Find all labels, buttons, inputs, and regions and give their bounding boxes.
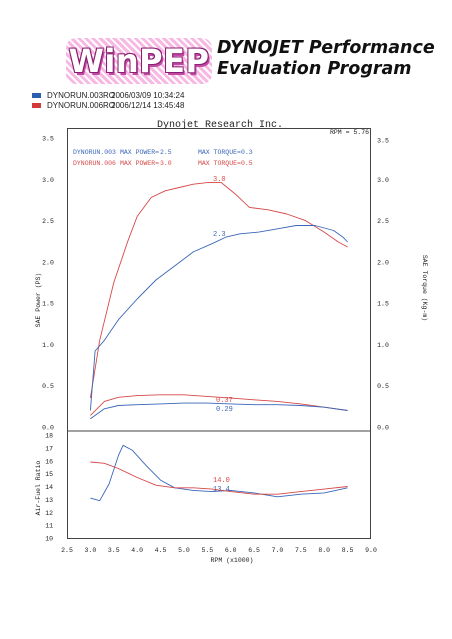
torque-tick-label: 1.0 <box>377 342 389 349</box>
peak-label-blue-torque: 0.29 <box>216 406 233 414</box>
rpm-marker: RPM = 5.76 <box>330 129 369 136</box>
rpm-axis-label: RPM (x1000) <box>211 557 254 564</box>
rpm-tick-label: 2.5 <box>61 547 73 554</box>
rpm-tick-label: 6.5 <box>248 547 260 554</box>
power-tick-label: 1.0 <box>42 342 54 349</box>
rpm-tick-label: 7.5 <box>295 547 307 554</box>
chart-title: Dynojet Research Inc. <box>157 119 283 131</box>
legend-max-power-1: 2.5 <box>160 149 172 156</box>
legend-max-power-label-1: MAX POWER= <box>120 149 159 156</box>
power-axis-label: SAE Power (PS) <box>35 273 42 328</box>
afr-tick-label: 15 <box>45 471 53 478</box>
afr-tick-label: 12 <box>45 510 53 517</box>
series-line-torque <box>90 394 348 416</box>
afr-tick-label: 10 <box>45 536 53 543</box>
peak-label-blue-power: 2.3 <box>213 231 226 239</box>
torque-tick-label: 3.5 <box>377 138 389 145</box>
app-title: DYNOJET Performance Evaluation Program <box>217 38 442 80</box>
afr-axis-label: Air-Fuel Ratio <box>35 461 42 516</box>
rpm-tick-label: 4.0 <box>131 547 143 554</box>
power-tick-label: 2.0 <box>42 259 54 266</box>
torque-tick-label: 0.5 <box>377 383 389 390</box>
power-tick-label: 0.5 <box>42 383 54 390</box>
series-line-power <box>89 182 348 399</box>
afr-tick-label: 13 <box>45 497 53 504</box>
rpm-tick-label: 5.0 <box>178 547 190 554</box>
afr-tick-label: 18 <box>45 433 53 440</box>
run-datetime: 2006/12/14 13:45:48 <box>111 100 185 110</box>
run-name: DYNORUN.003RO <box>47 91 116 100</box>
legend-max-torque-1: 0.3 <box>241 149 253 156</box>
rpm-tick-label: 4.5 <box>155 547 167 554</box>
run-list: DYNORUN.003RO 2006/03/09 10:34:24 DYNORU… <box>32 91 184 110</box>
torque-tick-label: 2.0 <box>377 259 389 266</box>
afr-tick-label: 11 <box>45 523 53 530</box>
power-tick-label: 3.0 <box>42 177 54 184</box>
logo-text: WinPEP <box>68 42 210 80</box>
legend-max-torque-2: 0.5 <box>241 160 253 167</box>
run-item: DYNORUN.006RO 2006/12/14 13:45:48 <box>32 101 184 111</box>
run-datetime: 2006/03/09 10:34:24 <box>111 91 185 100</box>
peak-label-red-torque: 0.37 <box>216 397 233 405</box>
run-color-swatch <box>32 102 41 108</box>
power-tick-label: 3.5 <box>42 136 54 143</box>
rpm-tick-label: 6.0 <box>225 547 237 554</box>
peak-label-red-power: 3.0 <box>213 176 226 184</box>
run-item: DYNORUN.003RO 2006/03/09 10:34:24 <box>32 91 184 101</box>
power-tick-label: 1.5 <box>42 301 54 308</box>
torque-tick-label: 0.0 <box>377 425 389 432</box>
torque-tick-label: 1.5 <box>377 301 389 308</box>
run-name: DYNORUN.006RO <box>47 100 116 110</box>
legend-max-torque-label-2: MAX TORQUE= <box>198 160 241 167</box>
series-line-torque <box>90 402 348 420</box>
rpm-tick-label: 8.0 <box>318 547 330 554</box>
legend-max-torque-label-1: MAX TORQUE= <box>198 149 241 156</box>
series-line-afr <box>90 461 348 495</box>
legend-max-power-label-2: MAX POWER= <box>120 160 159 167</box>
app-title-line1: DYNOJET Performance <box>217 38 435 58</box>
app-title-line2: Evaluation Program <box>217 59 412 79</box>
torque-tick-label: 2.5 <box>377 218 389 225</box>
legend-run-2: DYNORUN.006 <box>73 160 116 167</box>
power-tick-label: 2.5 <box>42 218 54 225</box>
power-tick-label: 0.0 <box>42 425 54 432</box>
rpm-tick-label: 9.0 <box>365 547 377 554</box>
rpm-tick-label: 7.0 <box>272 547 284 554</box>
afr-label-red: 14.0 <box>213 477 230 485</box>
series-line-power <box>89 225 348 411</box>
torque-tick-label: 3.0 <box>377 177 389 184</box>
winpep-logo: WinPEP <box>66 38 212 84</box>
afr-tick-label: 14 <box>45 484 53 491</box>
rpm-tick-label: 3.0 <box>85 547 97 554</box>
run-color-swatch <box>32 93 41 99</box>
afr-tick-label: 17 <box>45 445 53 452</box>
legend-max-power-2: 3.0 <box>160 160 172 167</box>
rpm-tick-label: 5.5 <box>201 547 213 554</box>
legend-run-1: DYNORUN.003 <box>73 149 116 156</box>
chart-frame <box>67 128 371 539</box>
rpm-tick-label: 8.5 <box>342 547 354 554</box>
rpm-tick-label: 3.5 <box>108 547 120 554</box>
afr-tick-label: 16 <box>45 458 53 465</box>
torque-axis-label: SAE Torque (Kg-m) <box>421 255 428 321</box>
